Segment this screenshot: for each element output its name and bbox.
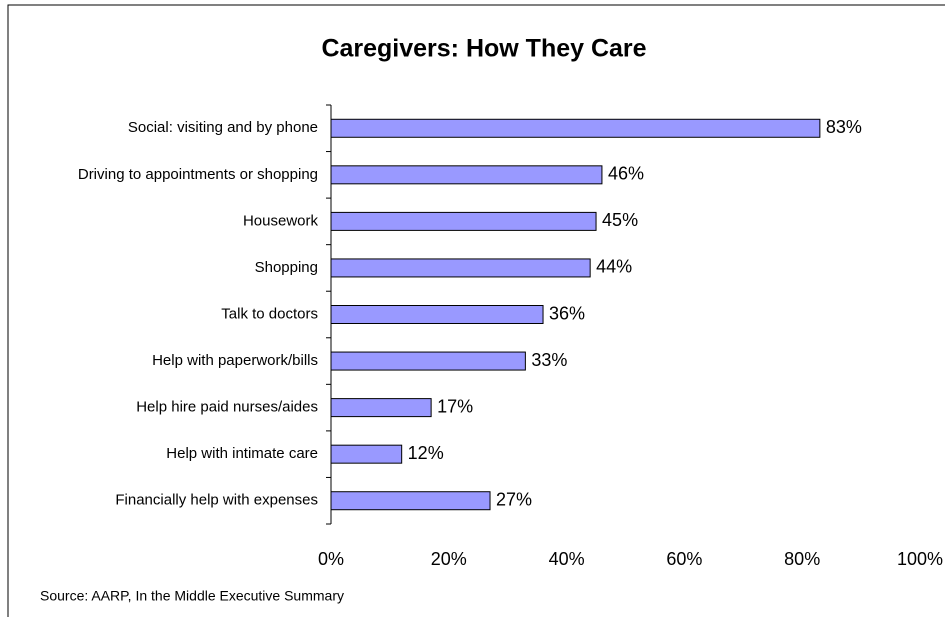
bar: [330, 165, 603, 185]
value-label: 36%: [549, 303, 585, 323]
x-tick-label: 80%: [784, 549, 820, 569]
x-tick-label: 60%: [666, 549, 702, 569]
bar: [330, 444, 403, 464]
y-tick-label: Shopping: [255, 259, 318, 276]
y-tick-label: Help with intimate care: [166, 445, 318, 462]
bar: [330, 258, 591, 278]
y-tick-label: Driving to appointments or shopping: [78, 166, 318, 183]
y-tick-label: Social: visiting and by phone: [128, 119, 318, 136]
y-tick-label: Financially help with expenses: [115, 492, 318, 509]
x-tick-label: 100%: [897, 549, 943, 569]
y-tick-label: Housework: [243, 212, 319, 229]
chart-title: Caregivers: How They Care: [321, 35, 646, 63]
y-tick-label: Talk to doctors: [221, 305, 318, 322]
value-label: 45%: [602, 210, 638, 230]
bar: [330, 118, 821, 138]
bar: [330, 491, 491, 511]
value-label: 83%: [826, 117, 862, 137]
bar: [330, 351, 526, 371]
value-label: 46%: [608, 164, 644, 184]
value-label: 44%: [596, 257, 632, 277]
value-label: 33%: [531, 350, 567, 370]
bar: [330, 211, 597, 231]
x-tick-label: 0%: [318, 549, 344, 569]
value-label: 12%: [408, 443, 444, 463]
value-label: 17%: [437, 396, 473, 416]
value-label: 27%: [496, 489, 532, 509]
x-tick-label: 20%: [431, 549, 467, 569]
x-tick-label: 40%: [549, 549, 585, 569]
source-note: Source: AARP, In the Middle Executive Su…: [40, 588, 344, 604]
y-tick-label: Help with paperwork/bills: [152, 352, 318, 369]
bar: [330, 398, 432, 418]
y-tick-label: Help hire paid nurses/aides: [136, 399, 318, 416]
bar: [330, 305, 544, 324]
